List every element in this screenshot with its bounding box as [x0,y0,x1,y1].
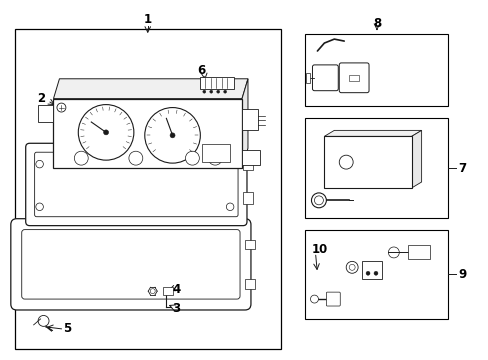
Circle shape [314,196,323,205]
Circle shape [57,103,66,112]
Text: 6: 6 [197,64,205,77]
FancyBboxPatch shape [35,152,238,217]
Circle shape [226,160,233,168]
Bar [348,75,358,81]
Bar [163,287,172,295]
Text: 3: 3 [172,302,180,315]
Text: 10: 10 [311,243,327,256]
Circle shape [170,133,175,138]
Bar [38,105,53,122]
Circle shape [144,108,200,163]
Circle shape [348,264,354,270]
Circle shape [150,289,155,294]
Bar [244,279,254,289]
Circle shape [103,130,108,135]
Circle shape [387,247,399,258]
Bar [304,230,447,319]
Bar [324,136,411,188]
Circle shape [185,151,199,165]
Text: 5: 5 [63,322,72,336]
Circle shape [78,105,134,160]
Bar [243,192,252,204]
Circle shape [216,90,219,93]
FancyBboxPatch shape [339,63,368,93]
Circle shape [310,295,318,303]
FancyBboxPatch shape [21,230,240,299]
Circle shape [209,90,212,93]
Circle shape [339,155,352,169]
Circle shape [226,203,233,211]
FancyBboxPatch shape [325,292,340,306]
Circle shape [311,193,325,208]
Bar [200,77,234,89]
Circle shape [346,261,357,273]
Polygon shape [242,79,247,168]
Circle shape [373,271,377,275]
Polygon shape [411,130,421,188]
Polygon shape [53,79,247,99]
Bar [304,34,447,105]
Bar [15,29,280,349]
Text: 8: 8 [372,17,380,30]
Polygon shape [53,99,242,168]
FancyBboxPatch shape [312,65,338,91]
Circle shape [129,151,142,165]
Text: 7: 7 [457,162,466,175]
Circle shape [38,315,49,327]
Polygon shape [242,150,259,165]
Circle shape [208,151,222,165]
Bar [202,144,230,162]
FancyBboxPatch shape [11,219,250,310]
Bar [244,239,254,249]
Text: 9: 9 [457,268,466,281]
Bar [407,246,428,260]
Circle shape [36,203,43,211]
Circle shape [223,90,226,93]
Circle shape [203,90,205,93]
Bar [361,261,381,279]
Text: 4: 4 [172,283,181,296]
Text: 1: 1 [143,13,151,26]
Bar [243,158,252,170]
Polygon shape [324,130,421,136]
Circle shape [74,151,88,165]
Bar [304,118,447,218]
Circle shape [36,160,43,168]
Circle shape [366,271,369,275]
Bar [242,109,257,130]
Bar [305,73,310,83]
Text: 2: 2 [38,92,45,105]
FancyBboxPatch shape [26,143,246,226]
